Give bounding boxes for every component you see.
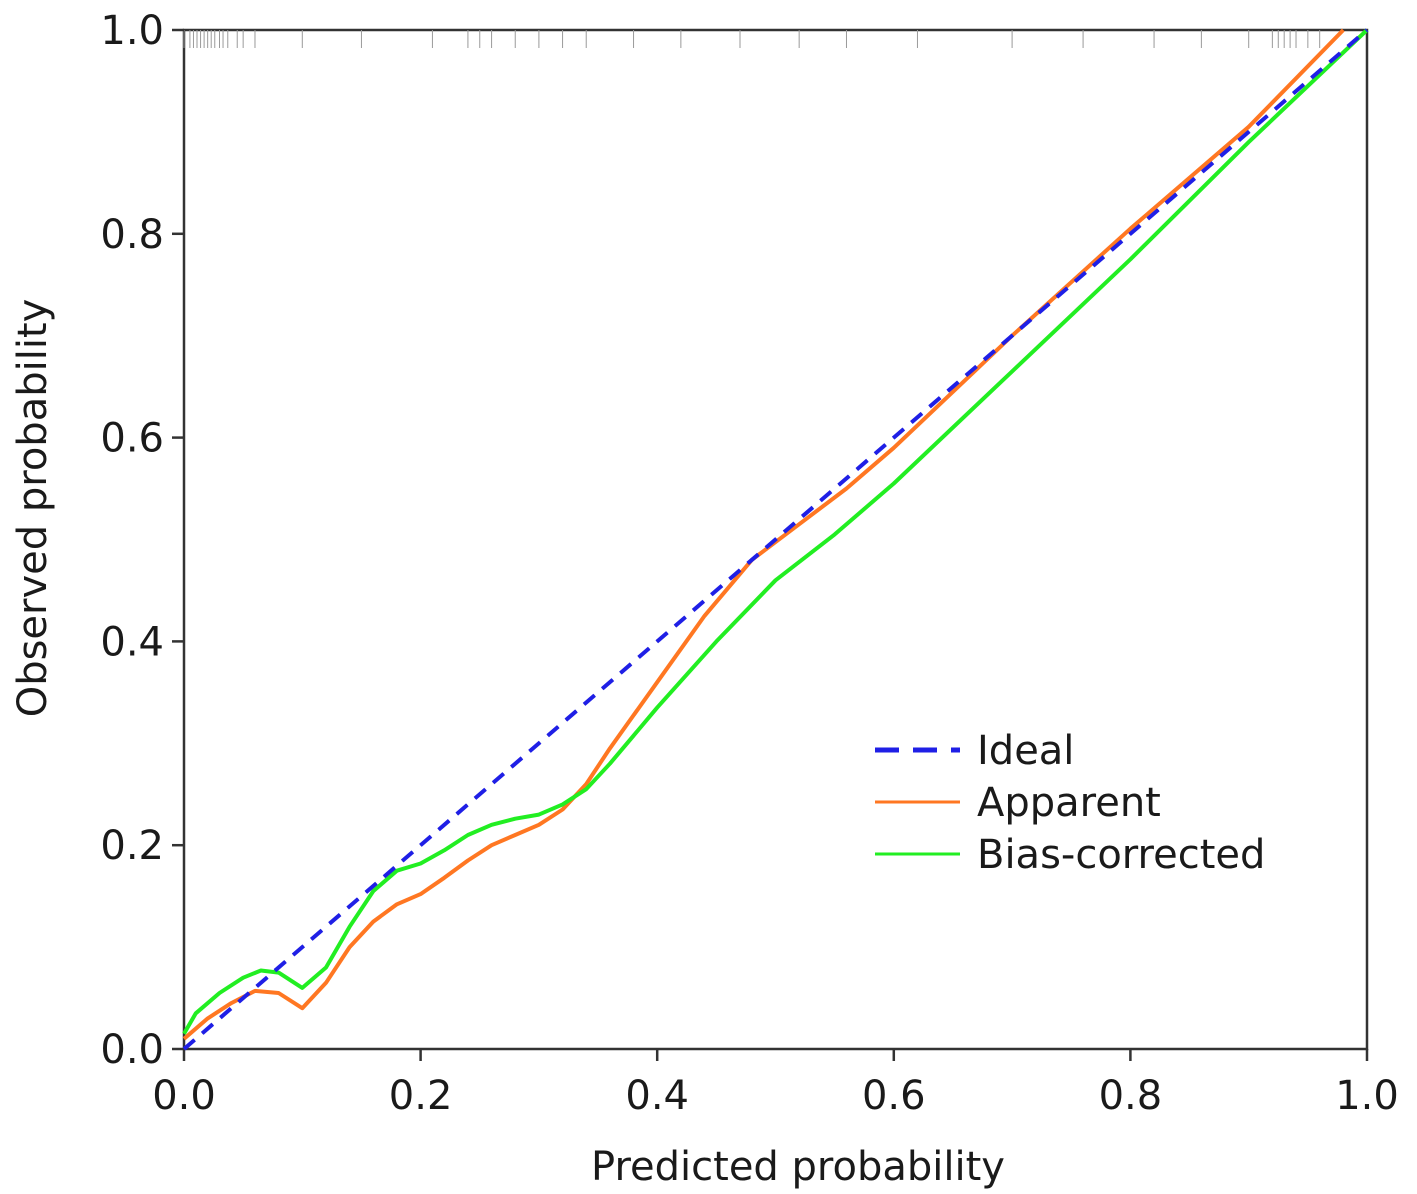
- y-tick-label: 0.8: [100, 212, 164, 258]
- x-tick-label: 1.0: [1335, 1073, 1399, 1119]
- y-tick-label: 0.0: [100, 1027, 164, 1073]
- x-tick-label: 0.2: [389, 1073, 453, 1119]
- legend-label-ideal: Ideal: [977, 728, 1074, 774]
- y-tick-label: 0.2: [100, 823, 164, 869]
- x-tick-label: 0.4: [625, 1073, 689, 1119]
- x-tick-label: 0.8: [1099, 1073, 1163, 1119]
- x-axis-title: Predicted probability: [591, 1144, 1005, 1190]
- y-axis-title: Observed probability: [10, 299, 56, 718]
- x-tick-label: 0.6: [862, 1073, 926, 1119]
- y-tick-label: 0.4: [100, 619, 164, 665]
- x-tick-label: 0.0: [152, 1073, 216, 1119]
- series-lines: [182, 28, 1369, 1051]
- axis-ticks: 0.0 0.2 0.4 0.6 0.8 1.0 0.0 0.2 0.4 0.6 0.8 1.0: [100, 8, 1398, 1119]
- legend-label-bias-corrected: Bias-corrected: [977, 832, 1265, 878]
- legend: Ideal Apparent Bias-corrected: [875, 728, 1265, 878]
- rug-marks: [183, 30, 1321, 48]
- plot-frame: [182, 28, 1369, 1051]
- y-tick-label: 1.0: [100, 8, 164, 54]
- bias-corrected-line: [182, 28, 1369, 1035]
- y-tick-label: 0.6: [100, 416, 164, 462]
- legend-label-apparent: Apparent: [977, 780, 1161, 826]
- apparent-line: [182, 28, 1345, 1041]
- ideal-line: [182, 28, 1369, 1051]
